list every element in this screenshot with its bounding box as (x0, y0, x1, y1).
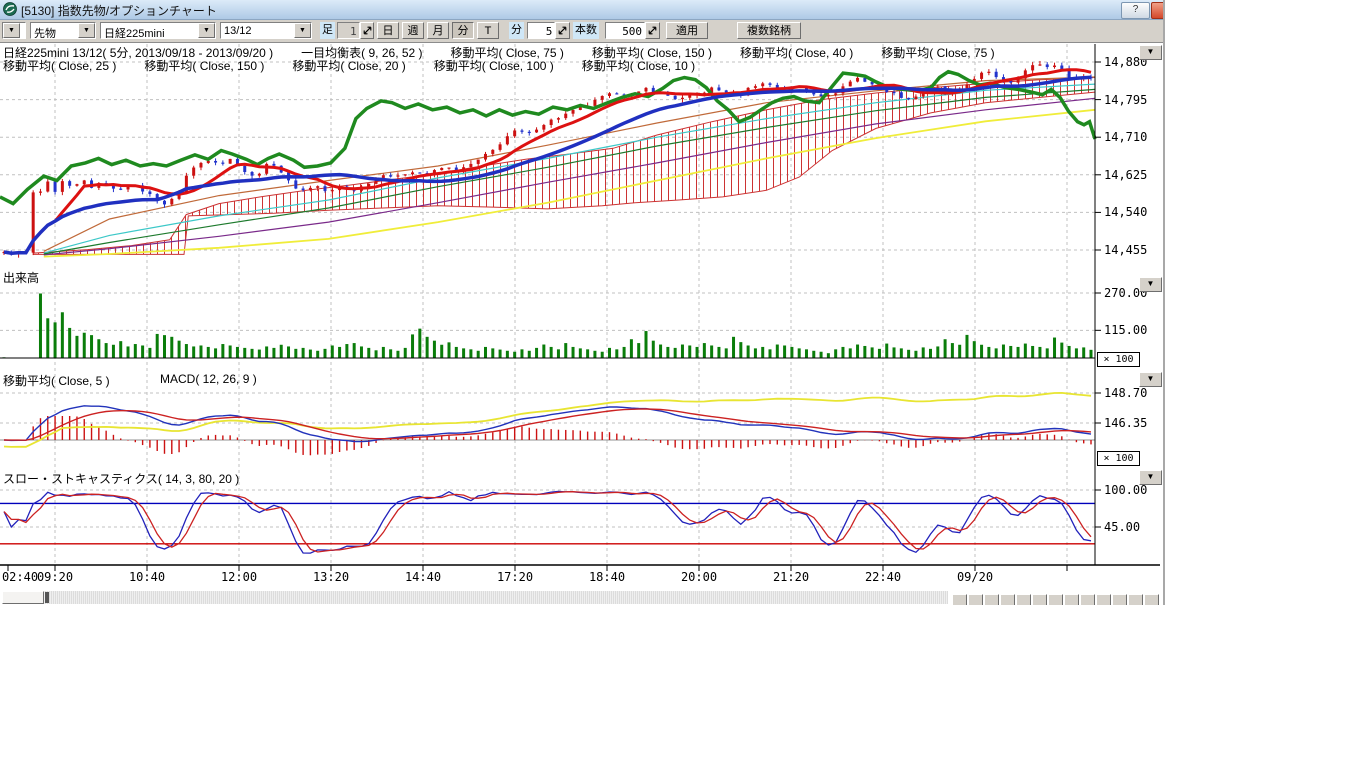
stoch-axis-label: 45.00 (1104, 520, 1140, 534)
bottom-mini-button[interactable] (1064, 594, 1079, 605)
legend-row-2: 移動平均( Close, 25 ) 移動平均( Close, 150 ) 移動平… (3, 57, 695, 74)
period-month-button[interactable]: 月 (427, 22, 449, 39)
category-select[interactable]: 先物 ▼ (30, 22, 96, 39)
bottom-mini-button[interactable] (1048, 594, 1063, 605)
legend-item: 移動平均( Close, 75 ) (881, 44, 994, 61)
minute-spinner[interactable]: 5 (527, 22, 570, 39)
bottom-mini-button[interactable] (1128, 594, 1143, 605)
bottom-mini-button[interactable] (1144, 594, 1159, 605)
app-icon (3, 2, 17, 16)
symbol-select[interactable]: 日経225mini ▼ (100, 22, 216, 39)
time-axis-label: 09:20 (37, 570, 73, 584)
bottom-toolbar (952, 594, 1159, 605)
volume-multiplier-badge: × 100 (1097, 352, 1140, 367)
time-axis-label: 22:40 (865, 570, 901, 584)
help-button[interactable]: ? (1121, 2, 1150, 19)
macd-pane-dropdown-button[interactable]: ▼ (1139, 372, 1162, 387)
window-title: [5130] 指数先物/オプションチャート (21, 2, 217, 19)
chart-window: [5130] 指数先物/オプションチャート ? ▼ 先物 ▼ 日経225mini… (0, 0, 1165, 605)
time-axis-label: 17:20 (497, 570, 533, 584)
bottom-mini-button[interactable] (984, 594, 999, 605)
legend-item: 移動平均( Close, 10 ) (582, 57, 695, 74)
legend-item: 移動平均( Close, 40 ) (740, 44, 853, 61)
multi-symbol-button[interactable]: 複数銘柄 (737, 22, 801, 39)
time-axis-label: 12:00 (221, 570, 257, 584)
scrollbar-notch (45, 592, 49, 603)
horizontal-scrollbar[interactable] (2, 591, 948, 604)
macd-ma-label: 移動平均( Close, 5 ) (3, 372, 110, 389)
close-button[interactable] (1151, 2, 1165, 19)
stoch-pane-dropdown-button[interactable]: ▼ (1139, 470, 1162, 485)
price-axis-label: 14,710 (1104, 130, 1147, 144)
bottom-mini-button[interactable] (1000, 594, 1015, 605)
legend-item: 移動平均( Close, 100 ) (434, 57, 554, 74)
bars-count-label: 本数 (573, 22, 599, 39)
chevron-down-icon[interactable]: ▼ (198, 23, 215, 38)
price-axis-label: 14,625 (1104, 168, 1147, 182)
spin-arrows-icon[interactable] (645, 22, 660, 39)
toolbar: ▼ 先物 ▼ 日経225mini ▼ 13/12 ▼ 足 1 日 週 (0, 20, 1163, 43)
bottom-mini-button[interactable] (1096, 594, 1111, 605)
price-axis-label: 14,455 (1104, 243, 1147, 257)
stoch-axis-label: 100.00 (1104, 483, 1147, 497)
spin-arrows-icon[interactable] (555, 22, 570, 39)
legend-item: 移動平均( Close, 150 ) (144, 57, 264, 74)
bottom-mini-button[interactable] (1016, 594, 1031, 605)
bar-type-label: 足 (320, 22, 335, 39)
macd-multiplier-badge: × 100 (1097, 451, 1140, 466)
volume-pane-label: 出来高 (3, 269, 39, 286)
bars-count-spinner[interactable]: 500 (605, 22, 660, 39)
minute-label: 分 (509, 22, 524, 39)
scrollbar-thumb[interactable] (2, 591, 44, 604)
volume-axis-label: 115.00 (1104, 323, 1147, 337)
legend-item: 移動平均( Close, 20 ) (292, 57, 405, 74)
period-minute-button[interactable]: 分 (452, 22, 474, 39)
time-axis-label: 02:40 (2, 570, 38, 584)
price-axis-label: 14,540 (1104, 205, 1147, 219)
chevron-down-icon[interactable]: ▼ (294, 23, 311, 38)
macd-axis-label: 148.70 (1104, 386, 1147, 400)
time-axis-label: 20:00 (681, 570, 717, 584)
time-axis-label: 09/20 (957, 570, 993, 584)
period-day-button[interactable]: 日 (377, 22, 399, 39)
time-axis-label: 14:40 (405, 570, 441, 584)
macd-axis-label: 146.35 (1104, 416, 1147, 430)
price-axis-label: 14,795 (1104, 93, 1147, 107)
preset-dropdown[interactable]: ▼ (2, 22, 26, 39)
chart-canvas[interactable] (0, 0, 1163, 605)
bottom-mini-button[interactable] (968, 594, 983, 605)
bottom-mini-button[interactable] (1032, 594, 1047, 605)
time-axis-label: 13:20 (313, 570, 349, 584)
title-bar[interactable]: [5130] 指数先物/オプションチャート ? (0, 0, 1163, 20)
main-pane-dropdown-button[interactable]: ▼ (1139, 45, 1162, 60)
bottom-mini-button[interactable] (952, 594, 967, 605)
apply-button[interactable]: 適用 (666, 22, 708, 39)
stochastics-pane-label: スロー・ストキャスティクス( 14, 3, 80, 20 ) (3, 470, 239, 487)
bottom-mini-button[interactable] (1112, 594, 1127, 605)
time-axis-label: 10:40 (129, 570, 165, 584)
chevron-down-icon[interactable]: ▼ (78, 23, 95, 38)
bar-interval-spinner[interactable]: 1 (337, 22, 374, 39)
chevron-down-icon[interactable]: ▼ (3, 23, 20, 38)
legend-item: 移動平均( Close, 25 ) (3, 57, 116, 74)
contract-select[interactable]: 13/12 ▼ (220, 22, 312, 39)
bottom-mini-button[interactable] (1080, 594, 1095, 605)
macd-pane-label: MACD( 12, 26, 9 ) (160, 372, 257, 386)
time-axis-label: 21:20 (773, 570, 809, 584)
spin-arrows-icon[interactable] (360, 22, 374, 39)
time-axis-label: 18:40 (589, 570, 625, 584)
volume-pane-dropdown-button[interactable]: ▼ (1139, 277, 1162, 292)
desktop: [5130] 指数先物/オプションチャート ? ▼ 先物 ▼ 日経225mini… (0, 0, 1366, 768)
period-week-button[interactable]: 週 (402, 22, 424, 39)
period-tick-button[interactable]: T (477, 22, 499, 39)
